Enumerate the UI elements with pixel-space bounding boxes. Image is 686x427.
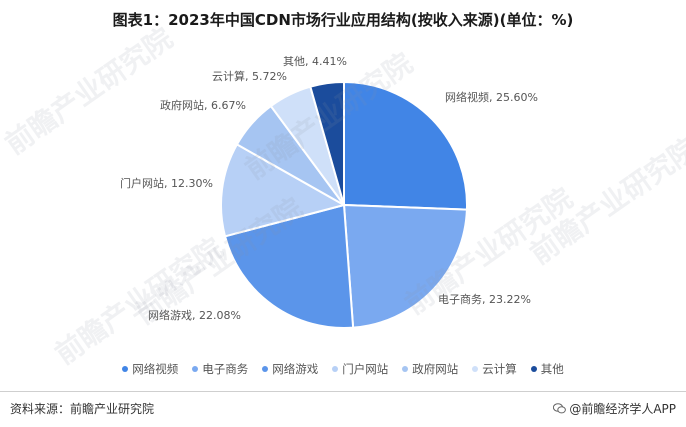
chart-title: 图表1：2023年中国CDN市场行业应用结构(按收入来源)(单位：%) — [112, 11, 574, 29]
legend-item: 电子商务 — [192, 361, 248, 377]
legend-swatch — [402, 366, 409, 372]
slice-label: 网络视频, 25.60% — [445, 90, 538, 104]
slice-label: 门户网站, 12.30% — [120, 176, 213, 190]
pie-slice — [309, 80, 345, 206]
pie-slice — [342, 203, 468, 329]
legend-item: 云计算 — [472, 361, 517, 377]
slice-label: 网络游戏, 22.08% — [148, 308, 241, 322]
brand-text: @前瞻经济学人APP — [569, 402, 676, 416]
legend-item: 其他 — [530, 361, 564, 377]
pie-slice — [223, 203, 355, 329]
legend-swatch — [122, 366, 129, 372]
legend-swatch — [192, 366, 199, 372]
legend-swatch — [530, 366, 537, 372]
footer-divider — [0, 391, 686, 392]
legend-label: 云计算 — [482, 362, 517, 376]
legend-swatch — [262, 366, 269, 372]
legend-swatch — [332, 366, 339, 372]
slice-label: 云计算, 5.72% — [212, 69, 287, 83]
pie-slice — [220, 143, 347, 238]
legend-item: 门户网站 — [332, 361, 388, 377]
brand-credit: @前瞻经济学人APP — [553, 400, 676, 417]
legend-item: 政府网站 — [402, 361, 458, 377]
slice-label: 电子商务, 23.22% — [438, 292, 531, 306]
legend-label: 电子商务 — [202, 362, 249, 376]
pie-slice — [343, 80, 468, 211]
legend-item: 网络视频 — [122, 361, 178, 377]
slice-label: 政府网站, 6.67% — [160, 98, 246, 112]
wechat-icon — [553, 403, 567, 414]
legend-label: 网络视频 — [132, 362, 179, 376]
legend-label: 门户网站 — [342, 362, 389, 376]
legend-label: 网络游戏 — [272, 362, 319, 376]
legend-swatch — [472, 366, 479, 372]
legend-item: 网络游戏 — [262, 361, 318, 377]
legend-label: 政府网站 — [412, 362, 459, 376]
source-note: 资料来源：前瞻产业研究院 — [10, 402, 155, 416]
chart-legend: 网络视频 电子商务 网络游戏 门户网站 政府网站 云计算 其他 — [0, 359, 686, 379]
legend-label: 其他 — [540, 362, 564, 376]
slice-label: 其他, 4.41% — [283, 55, 347, 68]
